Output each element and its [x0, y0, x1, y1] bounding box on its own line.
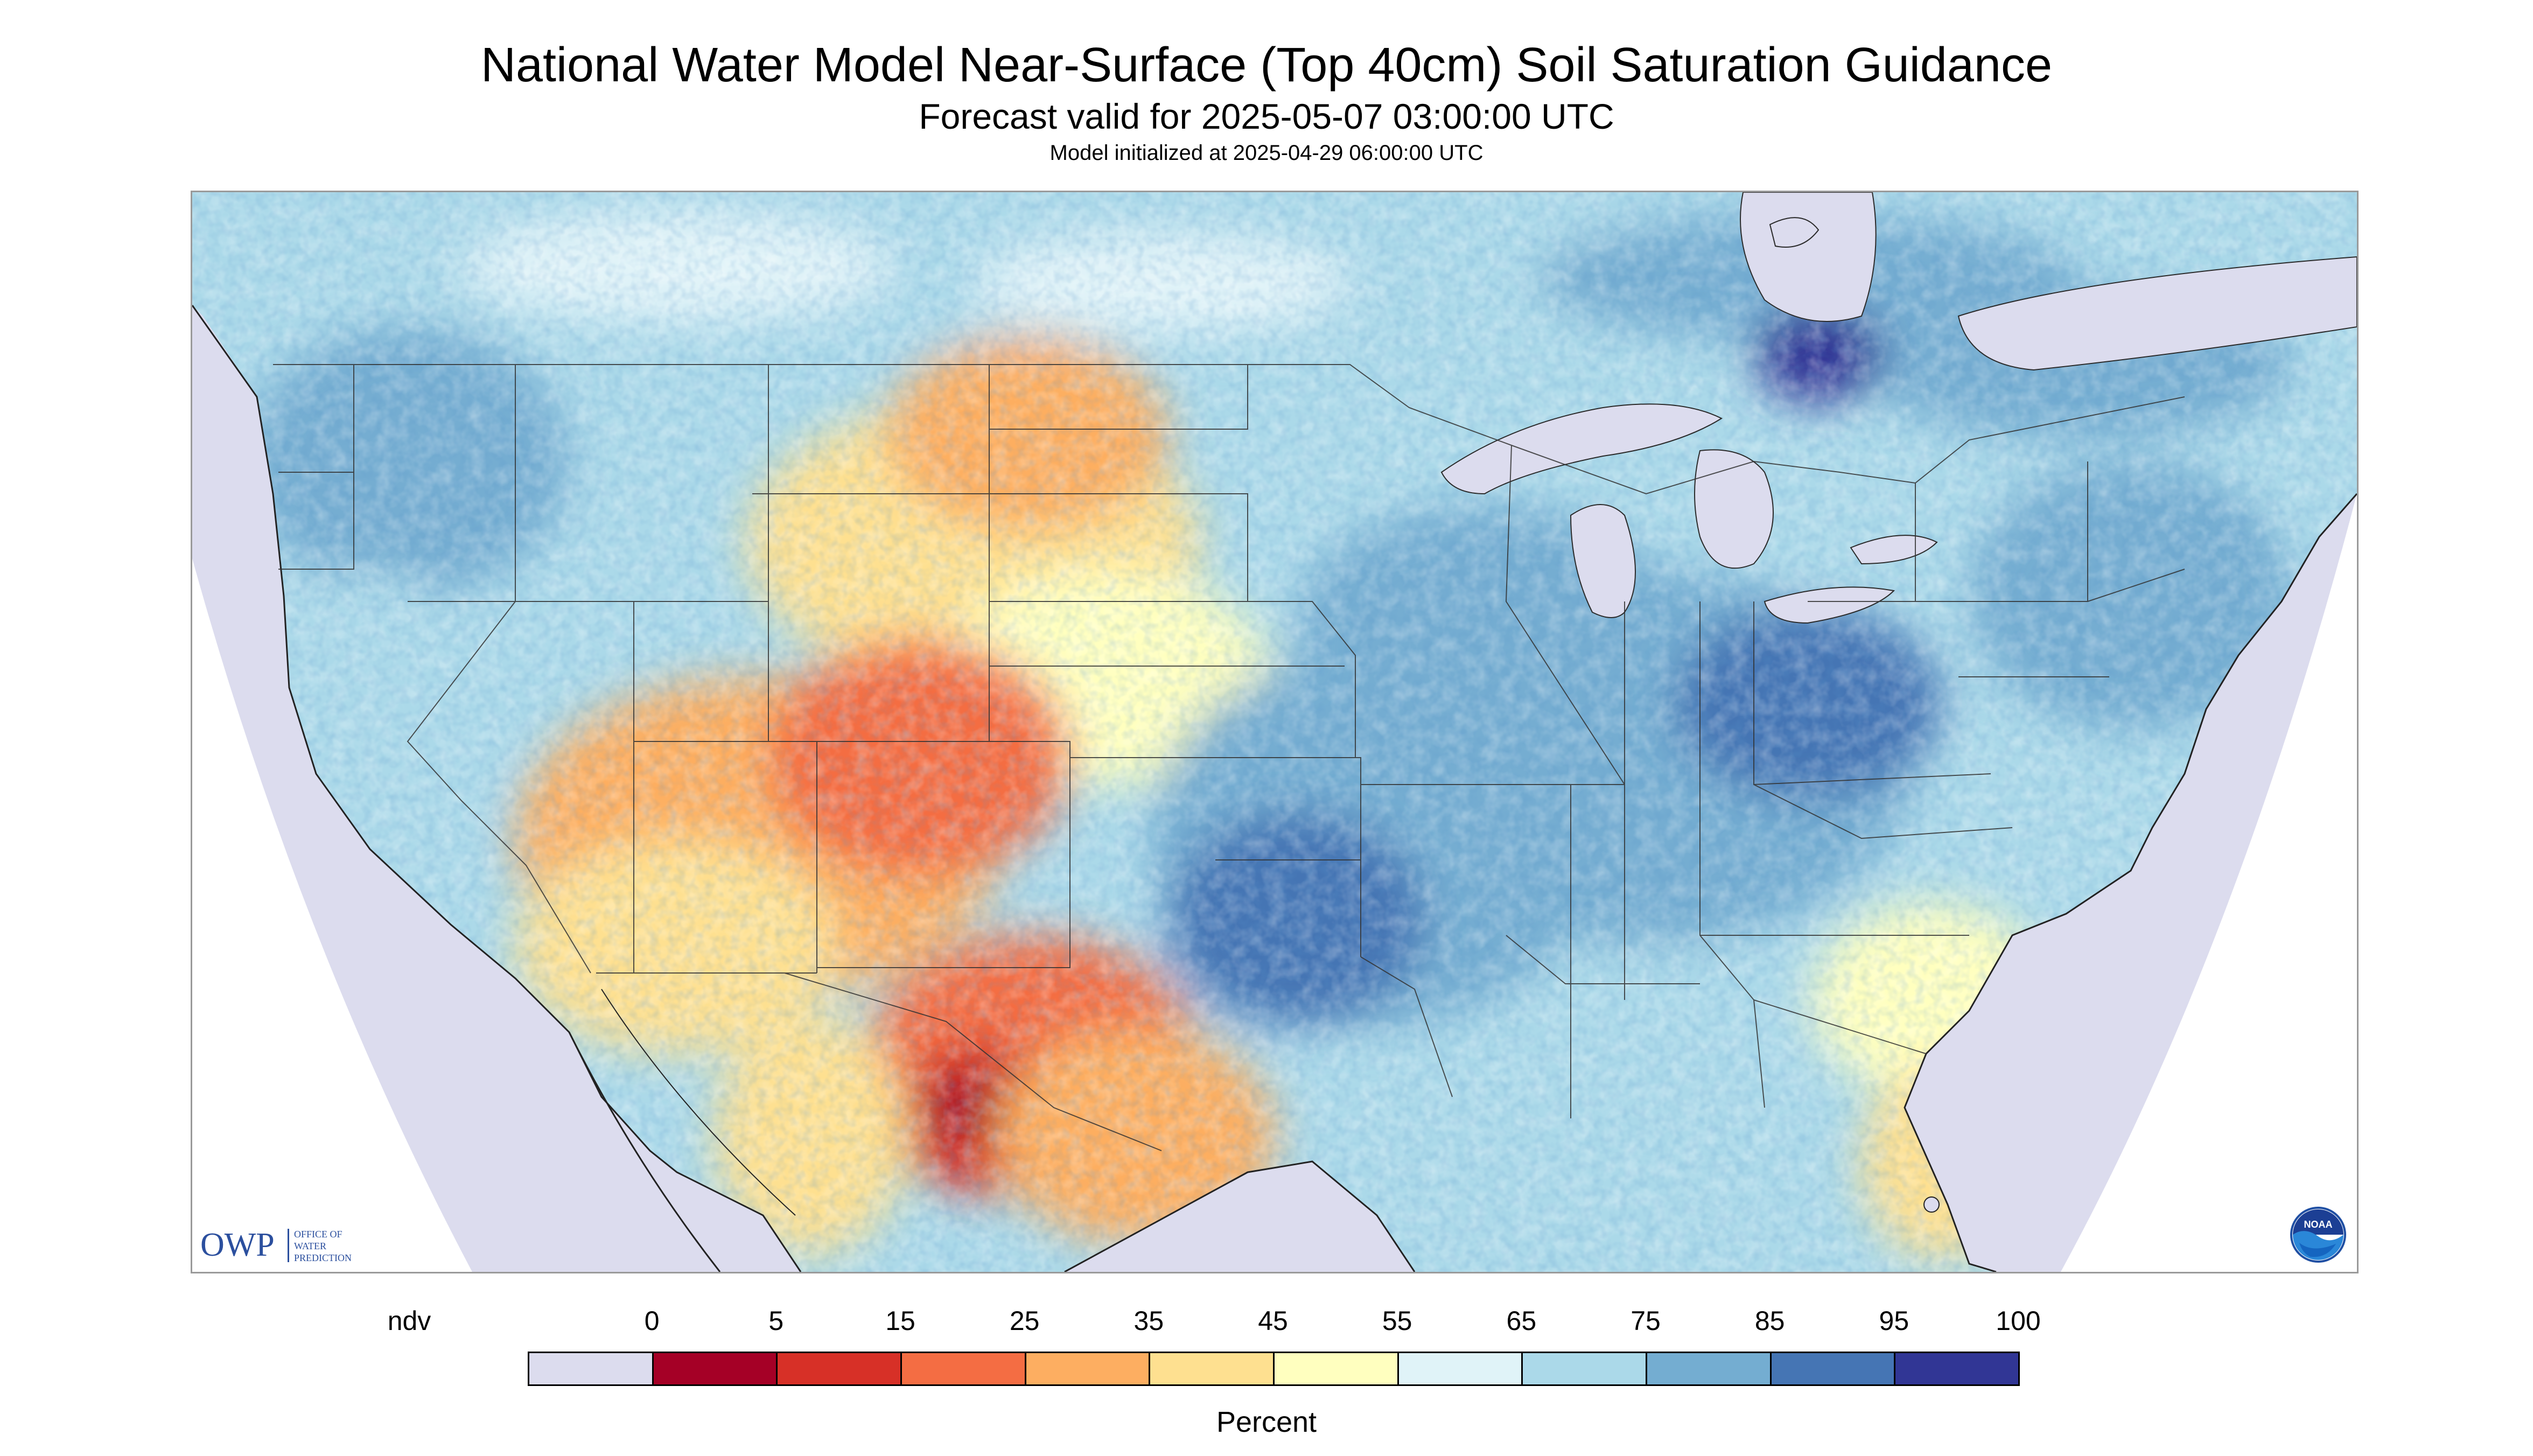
legend-swatch [1397, 1352, 1523, 1386]
forecast-valid-time: Forecast valid for 2025-05-07 03:00:00 U… [919, 96, 1614, 136]
legend-swatch [1521, 1352, 1647, 1386]
legend-swatch [900, 1352, 1026, 1386]
legend-unit-label: Percent [1216, 1406, 1317, 1438]
legend-tick-label: 0 [644, 1306, 660, 1336]
legend-swatch [1894, 1352, 2020, 1386]
legend-tick-label: ndv [387, 1306, 431, 1336]
legend-tick-label: 75 [1631, 1306, 1661, 1336]
legend-swatch [1149, 1352, 1275, 1386]
svg-text:OFFICE OF: OFFICE OF [294, 1229, 342, 1240]
legend-tick-label: 100 [1996, 1306, 2041, 1336]
svg-text:WATER: WATER [294, 1241, 326, 1251]
legend-tick-label: 85 [1754, 1306, 1785, 1336]
legend-tick-label: 95 [1879, 1306, 1909, 1336]
legend-swatch [1646, 1352, 1772, 1386]
legend-tick-label: 65 [1506, 1306, 1537, 1336]
legend-swatch [776, 1352, 902, 1386]
svg-text:PREDICTION: PREDICTION [294, 1252, 352, 1263]
model-init-time: Model initialized at 2025-04-29 06:00:00… [1049, 141, 1484, 165]
legend-swatch [1024, 1352, 1151, 1386]
legend-tick-label: 5 [768, 1306, 784, 1336]
legend-tick-label: 25 [1009, 1306, 1040, 1336]
noaa-logo: NOAA [2289, 1205, 2348, 1267]
color-legend: ndv 0 5 15 25 35 45 55 65 75 85 95 100 Percent [0, 1292, 2533, 1454]
soil-saturation-map [191, 191, 2359, 1273]
legend-swatch [528, 1352, 654, 1386]
svg-text:NOAA: NOAA [2304, 1219, 2333, 1230]
owp-logo: OWP OFFICE OF WATER PREDICTION [200, 1226, 378, 1271]
legend-swatch [1769, 1352, 1896, 1386]
legend-tick-label: 55 [1382, 1306, 1412, 1336]
legend-swatch [1273, 1352, 1399, 1386]
svg-text:OWP: OWP [200, 1227, 275, 1263]
legend-tick-label: 15 [885, 1306, 915, 1336]
page-title: National Water Model Near-Surface (Top 4… [480, 38, 2052, 92]
legend-tick-label: 35 [1133, 1306, 1164, 1336]
legend-tick-label: 45 [1258, 1306, 1288, 1336]
legend-swatch [652, 1352, 778, 1386]
